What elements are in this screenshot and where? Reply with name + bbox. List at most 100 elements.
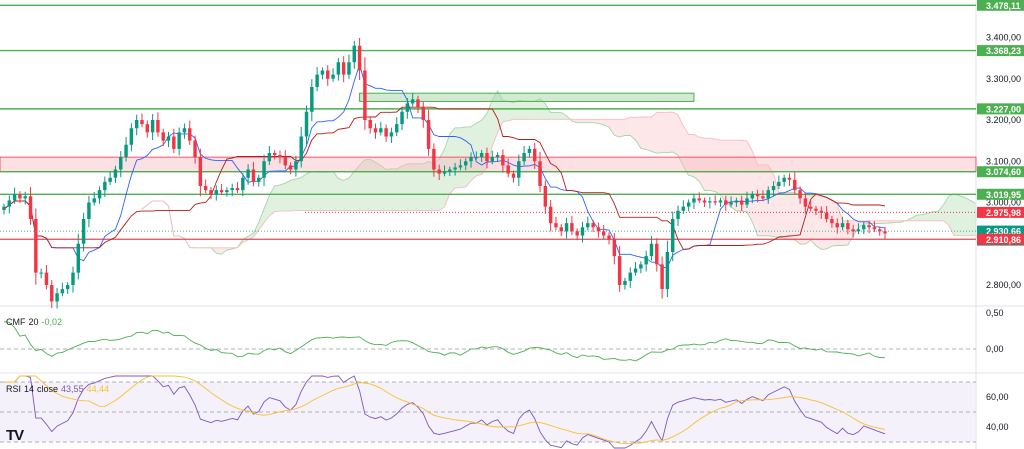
cloud-segment: [975, 203, 976, 236]
cloud-segment: [216, 247, 222, 255]
candle-body: [257, 177, 261, 182]
cmf-tick-label: 0,50: [986, 308, 1004, 318]
candle-body: [883, 231, 887, 234]
cloud-segment: [927, 211, 933, 221]
candle-body: [607, 235, 611, 240]
cloud-segment: [709, 138, 716, 192]
candle-body: [400, 111, 404, 125]
candle-body: [702, 200, 707, 203]
candle-body: [44, 272, 49, 285]
cloud-segment: [391, 168, 397, 211]
candle-body: [697, 198, 701, 201]
level-tag-bg: [977, 188, 1024, 200]
candle-body: [156, 120, 160, 133]
cloud-segment: [762, 164, 769, 236]
cloud-segment: [731, 140, 737, 212]
candle-body: [347, 62, 351, 75]
candle-body: [272, 153, 277, 156]
candle-body: [416, 99, 420, 108]
candle-body: [55, 293, 59, 302]
candle-body: [65, 285, 70, 290]
cloud-segment: [417, 163, 424, 211]
rsi-ma-line: [4, 375, 886, 445]
candle-body: [506, 165, 510, 174]
candle-body: [166, 136, 171, 141]
rsi-ma-value: 44,44: [86, 384, 110, 394]
candle-body: [368, 120, 372, 129]
candle-body: [479, 153, 484, 158]
support-level-tag-bg: [977, 233, 1024, 245]
candle-body: [76, 243, 81, 273]
candle-body: [341, 62, 346, 75]
tenkan-line: [3, 63, 886, 268]
candle-body: [548, 206, 553, 224]
cloud-segment: [630, 117, 636, 141]
cloud-segment: [518, 100, 525, 120]
cloud-segment: [911, 215, 917, 221]
candle-body: [617, 256, 622, 285]
cloud-segment: [821, 195, 827, 250]
cloud-segment: [279, 183, 286, 212]
candle-body: [379, 128, 383, 133]
cloud-segment: [922, 213, 928, 221]
cloud-segment: [693, 134, 700, 182]
cloud-segment: [964, 197, 970, 236]
candle-body: [389, 132, 394, 137]
cloud-segment: [492, 90, 498, 147]
candle-body: [267, 153, 272, 162]
candle-body: [856, 229, 861, 232]
candle-body: [145, 124, 150, 133]
rsi-pane: [0, 375, 976, 449]
candle-body: [851, 229, 855, 232]
cloud-segment: [529, 101, 535, 120]
cloud-segment: [858, 220, 864, 228]
cloud-segment: [624, 117, 631, 136]
candle-body: [771, 186, 776, 191]
cloud-segment: [768, 164, 774, 237]
candle-body: [713, 201, 717, 203]
cloud-segment: [810, 195, 817, 246]
cloud-segment: [359, 159, 365, 211]
cmf-pane: [0, 321, 976, 362]
candle-body: [294, 161, 298, 170]
candle-body: [681, 206, 686, 211]
candle-body: [808, 206, 813, 209]
candle-body: [357, 45, 362, 71]
candle-body: [320, 70, 325, 75]
kijun-line: [3, 106, 886, 250]
candle-body: [426, 120, 431, 149]
candle-body: [559, 227, 563, 232]
candle-body: [326, 70, 330, 79]
candle-body: [511, 173, 516, 178]
cloud-segment: [285, 180, 291, 212]
ichimoku-cloud: [141, 89, 976, 255]
candle-body: [172, 136, 176, 149]
level-tag-bg: [977, 45, 1024, 57]
cloud-segment: [555, 112, 562, 120]
candle-body: [729, 202, 733, 205]
price-axis: 3.400,00 3.300,00 3.200,00 3.100,00 3.000,00…: [986, 33, 1021, 433]
candle-body: [12, 194, 17, 201]
rsi-source: close: [37, 384, 59, 394]
candle-body: [283, 157, 288, 166]
cloud-segment: [444, 133, 450, 208]
cloud-segment: [402, 163, 408, 211]
level-tag-bg: [977, 0, 1024, 11]
cmf-period: 20: [28, 317, 39, 327]
candle-body: [777, 181, 781, 186]
candle-body: [532, 148, 537, 162]
level-tag: 3.368,23: [986, 46, 1021, 56]
cloud-segment: [678, 115, 684, 166]
candle-body: [23, 196, 27, 199]
candle-body: [538, 161, 542, 186]
candle-body: [612, 239, 617, 257]
candle-body: [755, 194, 760, 197]
senkou-span-a: [141, 89, 976, 255]
candle-body: [28, 196, 33, 219]
cloud-segment: [317, 172, 323, 211]
cloud-segment: [938, 204, 944, 221]
cloud-segment: [614, 119, 620, 137]
candle-body: [660, 264, 664, 290]
candle-body: [288, 165, 293, 170]
